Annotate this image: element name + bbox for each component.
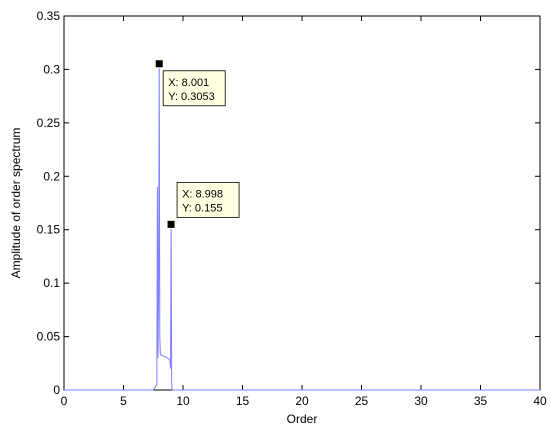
x-tick-label: 30: [414, 394, 428, 408]
y-tick-label: 0: [53, 383, 60, 397]
datatip-box: [162, 70, 226, 107]
x-tick-label: 0: [61, 394, 68, 408]
x-tick-label: 25: [355, 394, 369, 408]
datatip-y: Y: 0.3053: [168, 91, 215, 103]
datatip-x: X: 8.001: [168, 77, 209, 89]
datatip-marker: [166, 219, 176, 229]
x-tick-label: 5: [120, 394, 127, 408]
x-tick-label: 20: [295, 394, 309, 408]
x-axis-label: Order: [287, 412, 318, 426]
y-tick-label: 0.15: [37, 223, 61, 237]
y-tick-label: 0.2: [43, 169, 60, 183]
y-tick-label: 0.3: [43, 62, 60, 76]
y-tick-label: 0.05: [37, 330, 61, 344]
datatip-marker: [154, 59, 164, 69]
x-tick-label: 15: [236, 394, 250, 408]
y-tick-label: 0.35: [37, 9, 61, 23]
x-tick-label: 10: [176, 394, 190, 408]
x-tick-label: 35: [474, 394, 488, 408]
datatip-y: Y: 0.155: [182, 202, 222, 214]
datatip-x: X: 8.998: [182, 188, 223, 200]
y-tick-label: 0.25: [37, 116, 61, 130]
datatip-box: [176, 181, 240, 218]
line: [64, 63, 540, 391]
x-tick-label: 40: [533, 394, 547, 408]
y-tick-label: 0.1: [43, 276, 60, 290]
axes-box: [63, 15, 541, 391]
y-axis-label: Amplitude of order spectrum: [9, 128, 23, 279]
